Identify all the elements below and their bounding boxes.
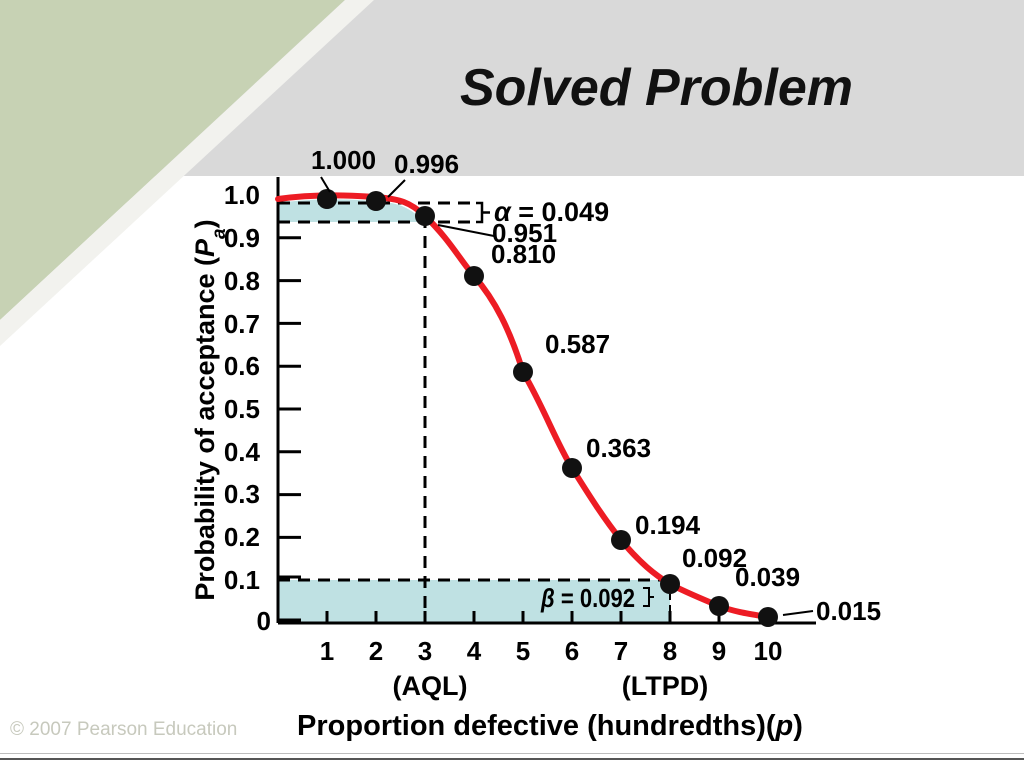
- svg-text:1.000: 1.000: [311, 145, 376, 175]
- svg-text:Proportion defective (hundredt: Proportion defective (hundredths)(p): [297, 710, 803, 742]
- svg-text:1.0: 1.0: [224, 180, 260, 210]
- svg-text:(LTPD): (LTPD): [622, 671, 708, 701]
- svg-text:9: 9: [712, 636, 726, 666]
- svg-text:0.2: 0.2: [224, 522, 260, 552]
- svg-text:0.4: 0.4: [224, 437, 261, 467]
- svg-text:1: 1: [320, 636, 334, 666]
- svg-text:α = 0.049: α = 0.049: [494, 197, 609, 227]
- svg-text:β = 0.092: β = 0.092: [540, 583, 635, 613]
- svg-text:0.8: 0.8: [224, 266, 260, 296]
- svg-text:2: 2: [369, 636, 383, 666]
- svg-text:0.1: 0.1: [224, 565, 260, 595]
- svg-text:3: 3: [418, 636, 432, 666]
- svg-text:0.6: 0.6: [224, 351, 260, 381]
- svg-text:4: 4: [467, 636, 482, 666]
- svg-text:0: 0: [257, 606, 271, 636]
- svg-text:0.996: 0.996: [394, 149, 459, 179]
- svg-text:0.810: 0.810: [491, 239, 556, 269]
- svg-text:10: 10: [754, 636, 783, 666]
- svg-text:6: 6: [565, 636, 579, 666]
- svg-text:0.194: 0.194: [635, 510, 701, 540]
- svg-text:5: 5: [516, 636, 530, 666]
- svg-text:0.015: 0.015: [816, 596, 881, 626]
- svg-text:0.7: 0.7: [224, 309, 260, 339]
- svg-text:0.587: 0.587: [545, 329, 610, 359]
- svg-text:8: 8: [663, 636, 677, 666]
- svg-text:(AQL): (AQL): [393, 671, 468, 701]
- svg-text:0.039: 0.039: [735, 562, 800, 592]
- svg-text:0.363: 0.363: [586, 433, 651, 463]
- svg-text:7: 7: [614, 636, 628, 666]
- svg-text:0.3: 0.3: [224, 479, 260, 509]
- svg-text:0.5: 0.5: [224, 394, 260, 424]
